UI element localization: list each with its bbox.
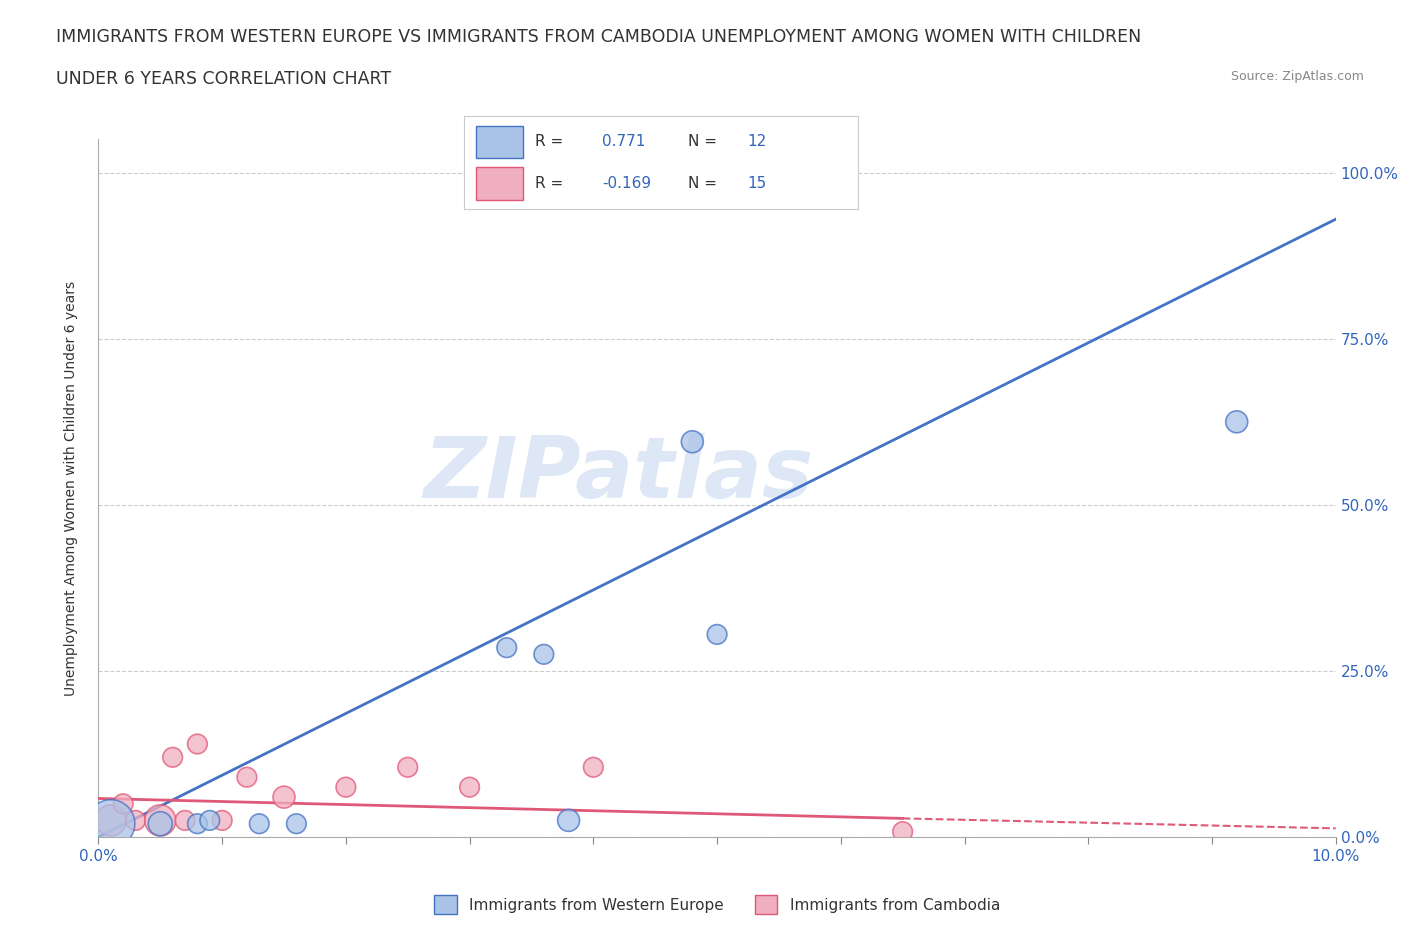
Text: -0.169: -0.169: [602, 176, 651, 191]
Text: 12: 12: [748, 134, 766, 149]
Point: [582, 760, 605, 775]
Point: [100, 817, 122, 831]
Point: [186, 817, 208, 831]
Point: [186, 737, 208, 751]
Text: N =: N =: [689, 176, 723, 191]
Point: [112, 796, 135, 811]
Point: [458, 779, 481, 794]
Y-axis label: Unemployment Among Women with Children Under 6 years: Unemployment Among Women with Children U…: [63, 281, 77, 696]
Text: R =: R =: [534, 134, 568, 149]
Text: N =: N =: [689, 134, 723, 149]
Point: [285, 817, 308, 831]
Point: [335, 779, 357, 794]
Text: 15: 15: [748, 176, 766, 191]
Text: UNDER 6 YEARS CORRELATION CHART: UNDER 6 YEARS CORRELATION CHART: [56, 70, 391, 87]
Legend: Immigrants from Western Europe, Immigrants from Cambodia: Immigrants from Western Europe, Immigran…: [427, 889, 1007, 920]
Text: 0.771: 0.771: [602, 134, 645, 149]
Point: [557, 813, 579, 828]
Point: [100, 813, 122, 828]
Point: [1226, 415, 1249, 430]
FancyBboxPatch shape: [475, 167, 523, 200]
Point: [681, 434, 703, 449]
Text: Source: ZipAtlas.com: Source: ZipAtlas.com: [1230, 70, 1364, 83]
Point: [236, 770, 259, 785]
Text: R =: R =: [534, 176, 568, 191]
Point: [162, 750, 184, 764]
Point: [149, 817, 172, 831]
Point: [396, 760, 419, 775]
Text: IMMIGRANTS FROM WESTERN EUROPE VS IMMIGRANTS FROM CAMBODIA UNEMPLOYMENT AMONG WO: IMMIGRANTS FROM WESTERN EUROPE VS IMMIGR…: [56, 28, 1142, 46]
Point: [273, 790, 295, 804]
Point: [706, 627, 728, 642]
Point: [149, 813, 172, 828]
Point: [198, 813, 221, 828]
Point: [891, 824, 914, 839]
Point: [174, 813, 197, 828]
Point: [211, 813, 233, 828]
Point: [533, 647, 555, 662]
Point: [247, 817, 270, 831]
Point: [495, 640, 517, 655]
Point: [124, 813, 146, 828]
FancyBboxPatch shape: [475, 126, 523, 158]
Text: ZIPatlas: ZIPatlas: [423, 432, 813, 516]
